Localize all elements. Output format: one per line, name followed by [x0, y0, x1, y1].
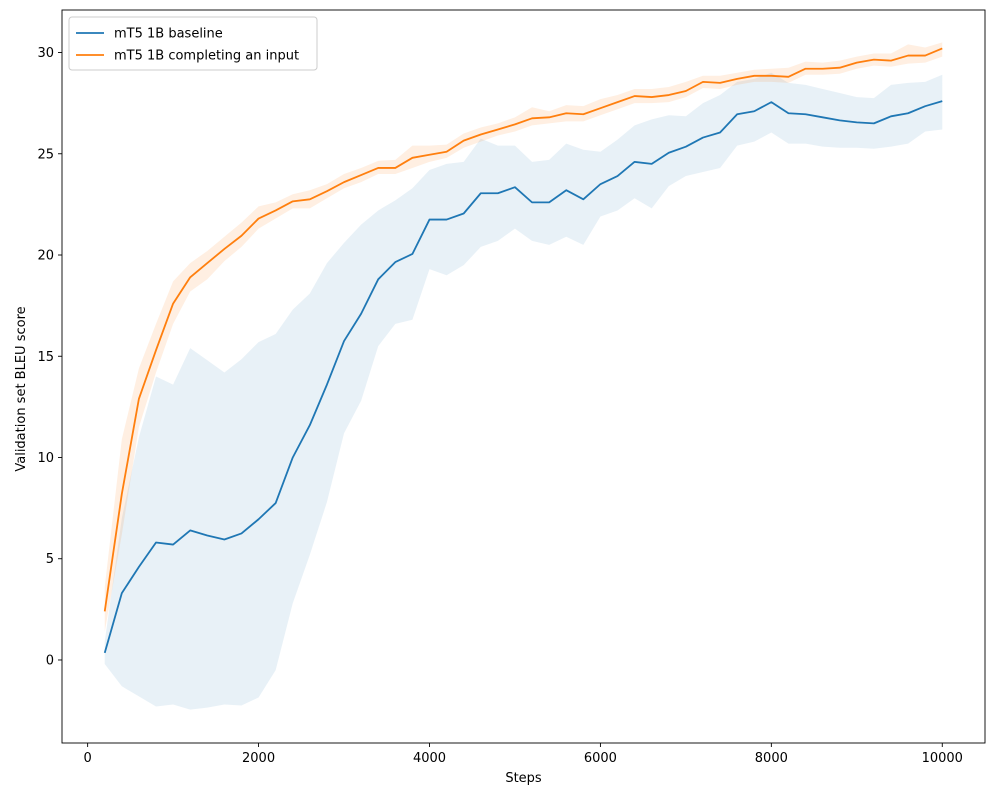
plot-frame: [61, 9, 986, 744]
series-1-band: [104, 42, 943, 632]
x-tick-label: 10000: [922, 751, 963, 766]
x-tick-label: 6000: [584, 751, 617, 766]
series-lines: [103, 47, 943, 654]
y-tick-label: 5: [46, 552, 54, 567]
series-0-band: [104, 72, 943, 710]
legend: mT5 1B baseline mT5 1B completing an inpu…: [68, 16, 318, 71]
y-axis-label: Validation set BLEU score: [14, 306, 29, 471]
x-tick-label: 2000: [242, 751, 275, 766]
y-tick-label: 30: [37, 46, 54, 61]
x-tick-label: 4000: [413, 751, 446, 766]
y-tick-label: 20: [37, 249, 54, 264]
y-axis-ticks: 0 5 10 15 20 25 30: [37, 46, 62, 668]
y-tick-label: 0: [46, 653, 54, 668]
x-axis-label: Steps: [505, 771, 542, 786]
y-tick-label: 10: [37, 451, 54, 466]
x-tick-label: 8000: [755, 751, 788, 766]
legend-label-0: mT5 1B baseline: [114, 27, 223, 42]
axes: [61, 9, 986, 744]
confidence-bands: [104, 42, 943, 710]
x-axis-ticks: 0 2000 4000 6000 8000 10000: [83, 743, 963, 766]
series-1-line: [103, 47, 943, 612]
series-0-line: [103, 100, 943, 654]
legend-label-1: mT5 1B completing an input: [114, 49, 299, 64]
x-tick-label: 0: [83, 751, 91, 766]
legend-box: [68, 16, 318, 71]
y-tick-label: 15: [37, 350, 54, 365]
y-tick-label: 25: [37, 147, 54, 162]
